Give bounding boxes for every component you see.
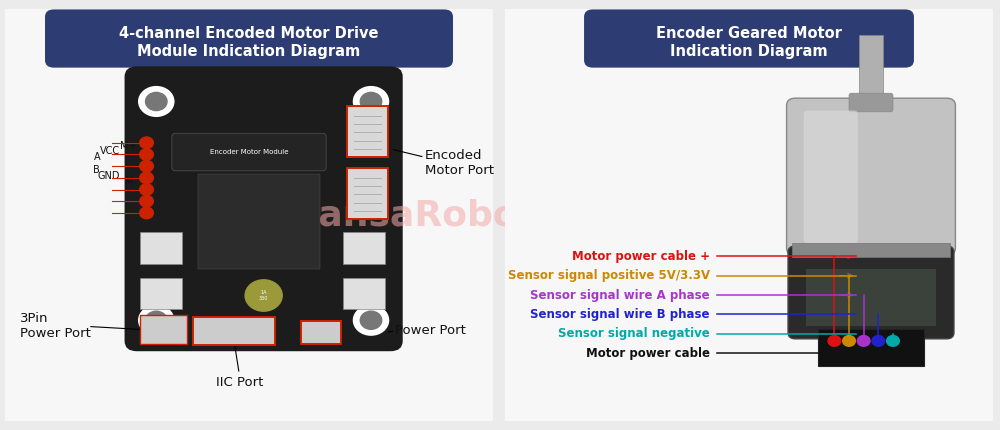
Circle shape (360, 311, 382, 329)
Text: IIC Port: IIC Port (216, 376, 263, 389)
Text: Encoder Motor Module: Encoder Motor Module (210, 149, 288, 155)
FancyBboxPatch shape (859, 34, 883, 100)
FancyBboxPatch shape (343, 278, 385, 309)
Text: Encoder Geared Motor: Encoder Geared Motor (656, 26, 842, 41)
Text: HansaRobot Store: HansaRobot Store (288, 198, 658, 232)
FancyBboxPatch shape (849, 93, 893, 112)
Circle shape (140, 160, 153, 172)
Text: 1A
330: 1A 330 (259, 290, 268, 301)
Text: B: B (93, 165, 100, 175)
Circle shape (887, 335, 899, 346)
Circle shape (245, 280, 282, 311)
Circle shape (140, 196, 153, 207)
FancyBboxPatch shape (806, 270, 936, 326)
FancyBboxPatch shape (787, 98, 955, 255)
Text: Sensor signal negative: Sensor signal negative (558, 327, 710, 341)
FancyBboxPatch shape (347, 106, 388, 157)
FancyBboxPatch shape (498, 3, 1000, 427)
FancyBboxPatch shape (193, 316, 275, 344)
Circle shape (139, 305, 174, 335)
FancyBboxPatch shape (172, 133, 326, 171)
Text: 4-channel Encoded Motor Drive: 4-channel Encoded Motor Drive (119, 26, 379, 41)
Circle shape (353, 86, 389, 117)
Circle shape (843, 335, 855, 346)
FancyBboxPatch shape (804, 111, 858, 243)
Text: GND: GND (97, 171, 120, 181)
FancyBboxPatch shape (198, 174, 320, 269)
FancyBboxPatch shape (301, 321, 341, 344)
Text: M-: M- (125, 177, 137, 187)
Text: 3Pin
Power Port: 3Pin Power Port (20, 313, 91, 341)
Circle shape (140, 184, 153, 195)
Circle shape (146, 92, 167, 111)
FancyBboxPatch shape (788, 246, 954, 339)
FancyBboxPatch shape (343, 232, 385, 264)
Text: Encoded
Motor Port: Encoded Motor Port (425, 149, 494, 178)
Text: Motor power cable: Motor power cable (586, 347, 710, 360)
Circle shape (139, 86, 174, 117)
FancyBboxPatch shape (347, 168, 388, 219)
Circle shape (140, 207, 153, 219)
Text: M+: M+ (120, 141, 137, 150)
Text: Sensor signal wire A phase: Sensor signal wire A phase (530, 289, 710, 301)
Text: Power Port: Power Port (395, 324, 466, 337)
FancyBboxPatch shape (818, 329, 924, 366)
Text: A: A (94, 152, 100, 162)
FancyBboxPatch shape (140, 278, 182, 309)
Text: Motor power cable +: Motor power cable + (572, 250, 710, 263)
FancyBboxPatch shape (125, 66, 403, 351)
Circle shape (901, 335, 914, 346)
FancyBboxPatch shape (584, 9, 914, 68)
FancyBboxPatch shape (792, 243, 950, 257)
Circle shape (828, 335, 841, 346)
Circle shape (146, 311, 167, 329)
Text: Indication Diagram: Indication Diagram (670, 44, 828, 59)
Circle shape (140, 172, 153, 184)
Circle shape (140, 149, 153, 160)
Circle shape (140, 137, 153, 148)
Text: Sensor signal wire B phase: Sensor signal wire B phase (530, 308, 710, 321)
Circle shape (872, 335, 885, 346)
Text: Sensor signal positive 5V/3.3V: Sensor signal positive 5V/3.3V (508, 269, 710, 282)
Circle shape (353, 305, 389, 335)
Circle shape (360, 92, 382, 111)
FancyBboxPatch shape (0, 3, 500, 427)
FancyBboxPatch shape (140, 315, 187, 344)
FancyBboxPatch shape (45, 9, 453, 68)
FancyBboxPatch shape (140, 232, 182, 264)
Text: VCC: VCC (100, 146, 120, 156)
Circle shape (857, 335, 870, 346)
Text: Module Indication Diagram: Module Indication Diagram (137, 44, 361, 59)
